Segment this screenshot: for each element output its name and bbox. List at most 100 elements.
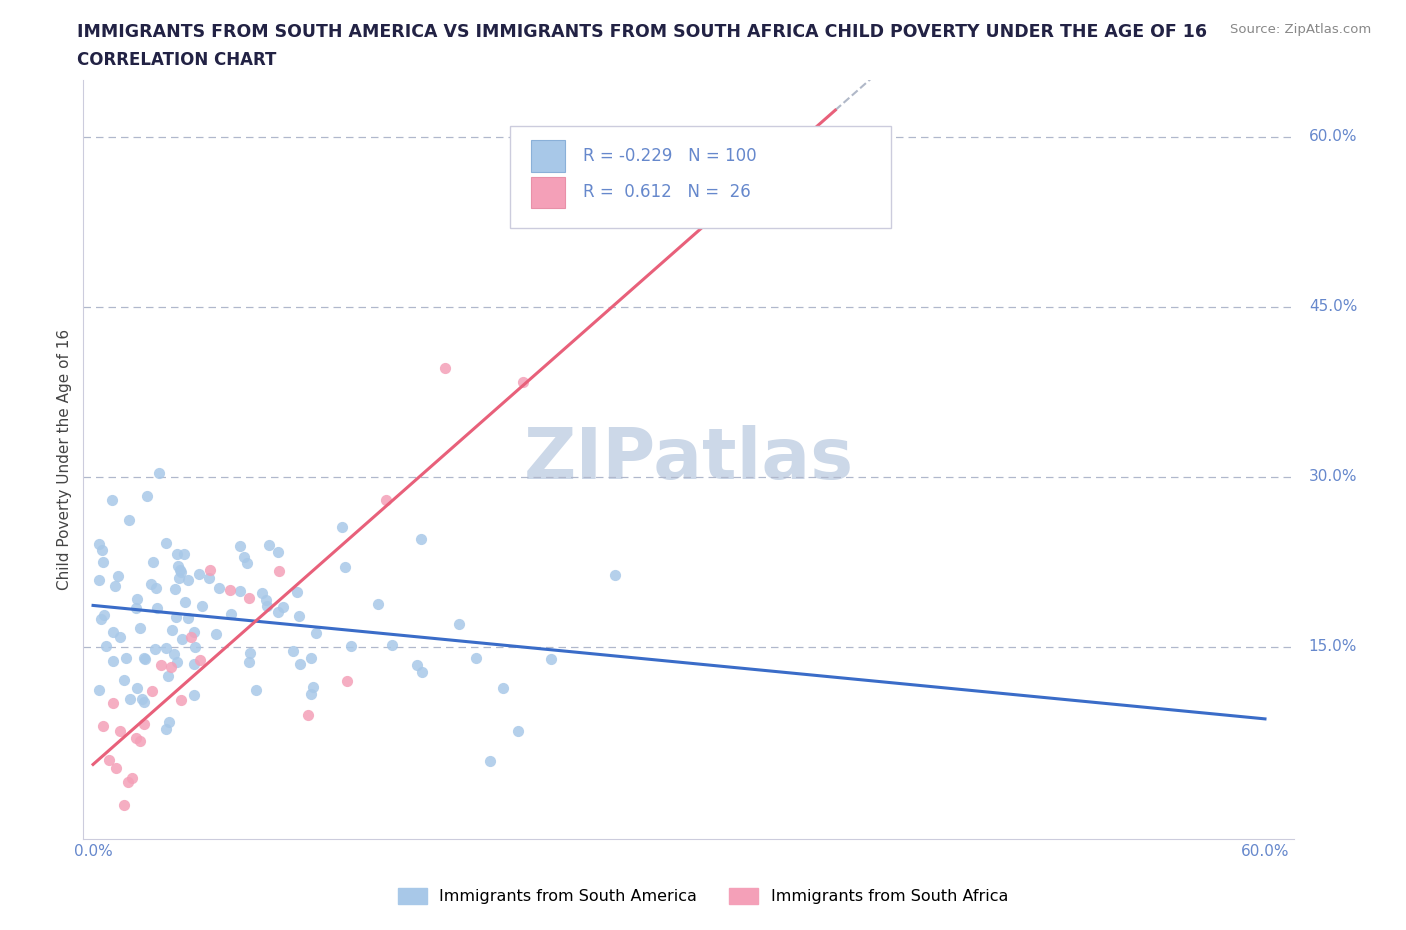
Point	[333, 560, 356, 575]
Point	[302, 679, 325, 694]
Point	[267, 544, 290, 559]
Point	[96, 639, 118, 654]
Point	[283, 644, 305, 658]
FancyBboxPatch shape	[531, 140, 565, 172]
Point	[117, 775, 139, 790]
Point	[105, 761, 128, 776]
Point	[177, 611, 200, 626]
Point	[118, 692, 141, 707]
Point	[166, 655, 188, 670]
Point	[131, 691, 153, 706]
Point	[285, 585, 308, 600]
Point	[115, 651, 138, 666]
Point	[299, 651, 322, 666]
Point	[288, 608, 311, 623]
Point	[330, 520, 353, 535]
Y-axis label: Child Poverty Under the Age of 16: Child Poverty Under the Age of 16	[58, 329, 72, 591]
Point	[183, 624, 205, 639]
Text: 45.0%: 45.0%	[1309, 299, 1357, 314]
Point	[174, 595, 197, 610]
Point	[128, 621, 150, 636]
Text: 30.0%: 30.0%	[1309, 470, 1357, 485]
Text: Source: ZipAtlas.com: Source: ZipAtlas.com	[1230, 23, 1371, 36]
FancyBboxPatch shape	[509, 126, 891, 228]
Point	[340, 639, 363, 654]
Point	[129, 734, 152, 749]
Point	[250, 586, 273, 601]
Point	[89, 612, 111, 627]
Point	[91, 542, 114, 557]
Point	[91, 719, 114, 734]
Point	[235, 556, 257, 571]
Point	[198, 570, 221, 585]
Point	[170, 565, 193, 580]
Point	[125, 730, 148, 745]
Point	[299, 686, 322, 701]
Point	[150, 658, 173, 672]
Point	[380, 637, 402, 652]
Point	[134, 652, 156, 667]
Point	[305, 626, 328, 641]
Point	[603, 567, 626, 582]
Point	[464, 651, 486, 666]
Point	[512, 375, 534, 390]
Point	[135, 488, 157, 503]
Point	[406, 658, 429, 672]
Point	[142, 554, 165, 569]
Point	[165, 609, 187, 624]
Point	[112, 673, 135, 688]
Point	[101, 493, 124, 508]
Point	[127, 591, 149, 606]
Point	[183, 688, 205, 703]
Point	[93, 607, 115, 622]
Point	[127, 680, 149, 695]
Point	[87, 537, 110, 551]
Point	[155, 641, 177, 656]
Point	[238, 655, 260, 670]
Point	[157, 669, 180, 684]
Point	[155, 536, 177, 551]
Point	[540, 651, 562, 666]
Point	[157, 715, 180, 730]
Point	[145, 580, 167, 595]
Point	[433, 361, 456, 376]
Point	[207, 580, 229, 595]
Point	[267, 564, 290, 578]
Point	[110, 630, 132, 644]
Point	[492, 681, 515, 696]
Point	[219, 606, 242, 621]
Point	[87, 572, 110, 587]
FancyBboxPatch shape	[531, 177, 565, 208]
Point	[148, 465, 170, 480]
Point	[155, 722, 177, 737]
Point	[165, 582, 187, 597]
Point	[112, 798, 135, 813]
Point	[336, 673, 359, 688]
Point	[183, 657, 205, 671]
Point	[177, 573, 200, 588]
Point	[163, 646, 186, 661]
Point	[375, 493, 398, 508]
Point	[121, 770, 143, 785]
Point	[107, 568, 129, 583]
Point	[478, 753, 501, 768]
Point	[91, 554, 114, 569]
Legend: Immigrants from South America, Immigrants from South Africa: Immigrants from South America, Immigrant…	[391, 882, 1015, 910]
Point	[183, 639, 205, 654]
Point	[169, 563, 191, 578]
Point	[190, 653, 212, 668]
Text: ZIPatlas: ZIPatlas	[523, 425, 853, 494]
Point	[143, 642, 166, 657]
Point	[110, 724, 132, 738]
Point	[160, 622, 183, 637]
Text: R =  0.612   N =  26: R = 0.612 N = 26	[583, 183, 751, 202]
Point	[367, 596, 389, 611]
Point	[169, 571, 191, 586]
Point	[139, 577, 162, 591]
Text: 60.0%: 60.0%	[1309, 129, 1357, 144]
Point	[447, 617, 470, 631]
Point	[104, 578, 127, 593]
Point	[160, 659, 183, 674]
Point	[101, 653, 124, 668]
Point	[297, 707, 319, 722]
